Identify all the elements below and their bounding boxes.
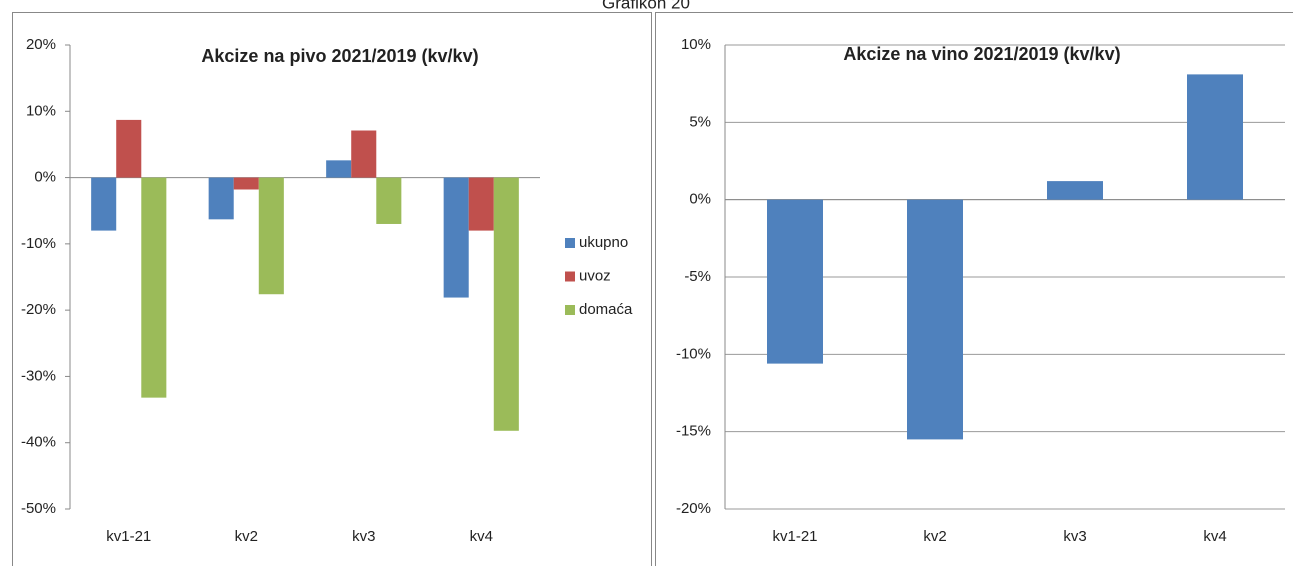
y-tick-label: 10%: [681, 36, 711, 53]
x-tick-label: kv4: [470, 528, 493, 545]
y-tick-label: -20%: [676, 500, 711, 517]
x-tick-label: kv4: [1203, 528, 1226, 545]
y-tick-label: -10%: [21, 235, 56, 252]
y-tick-label: 5%: [689, 113, 711, 130]
bar: [767, 199, 823, 364]
left-panel: [12, 12, 652, 566]
bar: [326, 160, 352, 178]
legend-label: domaća: [579, 301, 633, 318]
figure-heading: Grafikon 20: [602, 0, 690, 12]
bar: [351, 130, 377, 178]
y-tick-label: -10%: [676, 345, 711, 362]
y-tick-label: -30%: [21, 367, 56, 384]
bar: [907, 199, 963, 440]
x-tick-label: kv3: [352, 528, 375, 545]
bar: [91, 177, 117, 231]
bar: [233, 177, 259, 190]
bar: [376, 177, 402, 224]
bar: [1187, 74, 1243, 200]
bar: [141, 177, 167, 398]
legend-label: ukupno: [579, 234, 628, 251]
bar: [1047, 181, 1103, 200]
x-tick-label: kv1-21: [106, 528, 151, 545]
y-tick-label: 20%: [26, 36, 56, 53]
y-tick-label: -15%: [676, 423, 711, 440]
bar: [116, 119, 142, 178]
bar: [468, 177, 494, 231]
y-tick-label: 0%: [34, 169, 56, 186]
legend-swatch: [565, 238, 575, 248]
legend-swatch: [565, 305, 575, 315]
right-panel: [655, 12, 1293, 566]
legend-swatch: [565, 271, 575, 282]
bar: [208, 177, 234, 220]
y-tick-label: -40%: [21, 434, 56, 451]
x-tick-label: kv2: [923, 528, 946, 545]
y-tick-label: -5%: [684, 268, 711, 285]
y-tick-label: 10%: [26, 102, 56, 119]
legend-label: uvoz: [579, 267, 611, 284]
chart-title: Akcize na vino 2021/2019 (kv/kv): [843, 44, 1120, 64]
y-tick-label: 0%: [689, 191, 711, 208]
y-tick-label: -20%: [21, 301, 56, 318]
bar: [443, 177, 469, 298]
y-tick-label: -50%: [21, 500, 56, 517]
chart-title: Akcize na pivo 2021/2019 (kv/kv): [201, 46, 478, 66]
bar: [493, 177, 519, 431]
x-tick-label: kv1-21: [772, 528, 817, 545]
bar: [258, 177, 284, 295]
x-tick-label: kv3: [1063, 528, 1086, 545]
x-tick-label: kv2: [235, 528, 258, 545]
